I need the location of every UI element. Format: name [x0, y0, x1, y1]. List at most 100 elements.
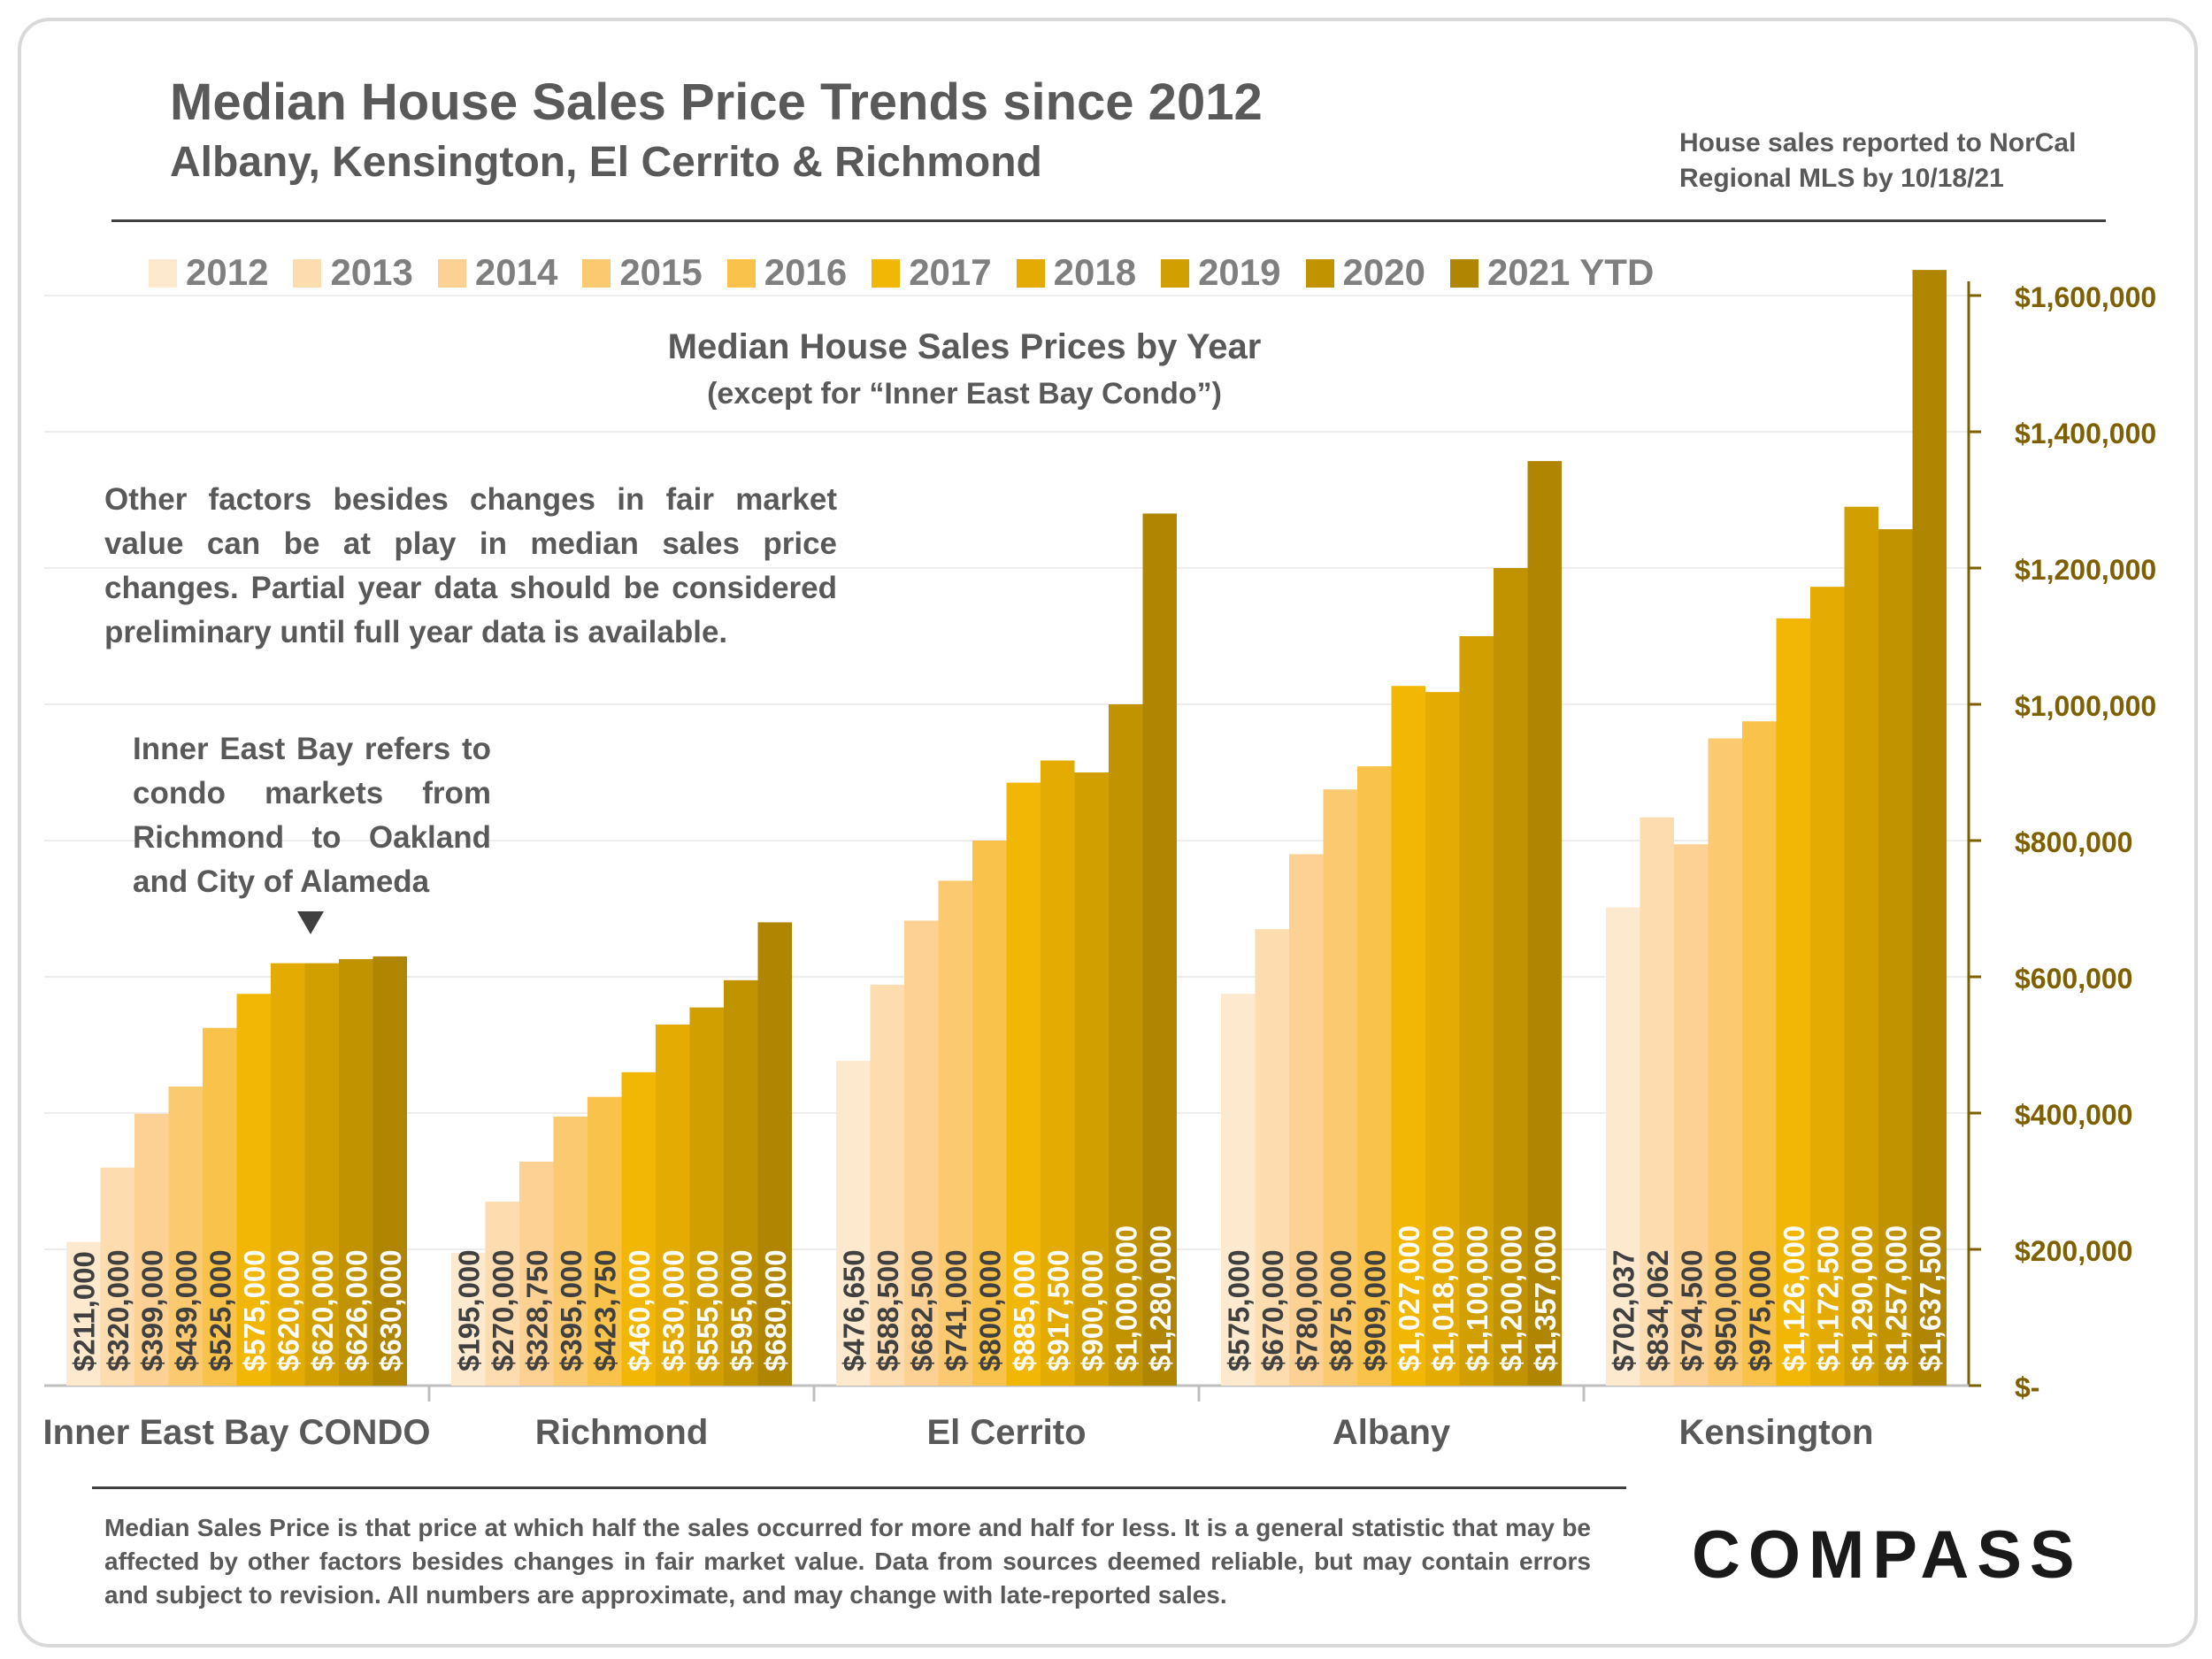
legend-item: 2016: [726, 251, 848, 294]
bar-value-label: $530,000: [657, 1249, 689, 1371]
bar: [1425, 692, 1460, 1386]
legend-swatch: [1305, 259, 1334, 288]
bar-value-label: $900,000: [1076, 1249, 1109, 1371]
bar: [1878, 529, 1913, 1386]
header-divider: [111, 219, 2106, 222]
page-subtitle: Albany, Kensington, El Cerrito & Richmon…: [170, 139, 1042, 186]
bar: [588, 1096, 622, 1386]
category-label: Richmond: [535, 1413, 709, 1452]
legend-label: 2014: [474, 251, 558, 293]
source-note: House sales reported to NorCal Regional …: [1679, 128, 2077, 193]
down-arrow-icon: [297, 911, 324, 934]
bar: [1912, 270, 1947, 1386]
legend-label: 2018: [1053, 251, 1137, 293]
bar: [304, 963, 339, 1386]
bar-value-label: $1,637,500: [1914, 1225, 1947, 1371]
legend-item: 2017: [872, 251, 992, 294]
bar: [373, 956, 407, 1386]
bar: [1776, 618, 1810, 1386]
bar-value-label: $423,750: [588, 1249, 621, 1371]
bar: [1742, 721, 1777, 1386]
page-title: Median House Sales Price Trends since 20…: [170, 73, 1263, 131]
bar: [904, 920, 939, 1386]
footer-note: Median Sales Price is that price at whic…: [104, 1514, 1591, 1609]
bar-value-label: $917,500: [1041, 1249, 1074, 1371]
bar: [100, 1167, 134, 1386]
bar: [236, 994, 271, 1386]
legend-swatch: [437, 259, 466, 288]
bar-value-label: $211,000: [67, 1251, 100, 1371]
legend-label: 2020: [1342, 251, 1425, 293]
bar: [1708, 738, 1742, 1386]
category-label: Inner East Bay CONDO: [43, 1413, 431, 1452]
y-tick-label: $1,000,000: [2015, 690, 2156, 722]
bar-value-label: $1,290,000: [1846, 1225, 1878, 1371]
bar-value-label: $1,280,000: [1144, 1225, 1177, 1371]
y-tick-label: $800,000: [2015, 826, 2132, 858]
legend-swatch: [1449, 259, 1479, 288]
bar-value-label: $595,000: [725, 1249, 757, 1371]
bar-value-label: $525,000: [204, 1249, 236, 1371]
bar: [1074, 772, 1109, 1386]
bar-value-label: $328,750: [520, 1249, 553, 1371]
legend-item: 2012: [149, 251, 268, 294]
bar: [621, 1071, 656, 1386]
bar-value-label: $399,000: [135, 1249, 168, 1371]
condo-annotation: Inner East Bay refers to condo markets f…: [133, 732, 491, 899]
chart-title: Median House Sales Prices by Year: [667, 327, 1262, 366]
bar: [1640, 817, 1674, 1386]
bar-value-label: $800,000: [973, 1249, 1006, 1371]
legend-item: 2014: [437, 251, 558, 294]
legend-item: 2020: [1305, 251, 1425, 294]
bar-value-label: $909,000: [1358, 1249, 1391, 1371]
bar-value-label: $834,062: [1641, 1249, 1674, 1371]
bar: [689, 1007, 724, 1386]
bar-chart: $- $200,000 $400,000 $600,000 $800,000 $1,000…: [43, 270, 2156, 1452]
bar: [485, 1202, 519, 1386]
compass-logo: COMPASS: [1692, 1517, 2083, 1593]
bar-value-label: $439,000: [170, 1249, 203, 1371]
bar-value-label: $1,027,000: [1393, 1225, 1425, 1371]
category-label: Kensington: [1679, 1413, 1874, 1452]
bar-value-label: $320,000: [102, 1249, 134, 1371]
legend-item: 2013: [293, 251, 413, 294]
footer-divider: [92, 1486, 1626, 1489]
legend-swatch: [726, 259, 756, 288]
bar: [553, 1116, 588, 1386]
bar: [66, 1241, 101, 1386]
bar: [1527, 461, 1562, 1386]
legend-label: 2013: [330, 251, 413, 293]
bar-value-label: $575,000: [1222, 1249, 1255, 1371]
bar: [656, 1024, 690, 1386]
legend-swatch: [149, 259, 177, 288]
legend: 2012 2013 2014 2015 2016 2017 2018 2019 2020 2021…: [149, 251, 1678, 294]
y-tick-label: $1,600,000: [2015, 281, 2156, 313]
bar: [1221, 994, 1256, 1386]
legend-label: 2012: [186, 251, 269, 293]
y-tick-label: $600,000: [2015, 963, 2132, 995]
category-label: Albany: [1333, 1413, 1451, 1452]
bar-value-label: $1,257,000: [1879, 1225, 1912, 1371]
legend-label: 2016: [764, 251, 848, 293]
legend-item: 2015: [582, 251, 703, 294]
bar-value-label: $395,000: [555, 1249, 588, 1371]
bar: [168, 1086, 203, 1386]
legend-item: 2019: [1161, 251, 1281, 294]
bar: [203, 1027, 237, 1386]
bar-value-label: $885,000: [1008, 1249, 1041, 1371]
bar-value-label: $1,100,000: [1461, 1225, 1494, 1371]
y-tick-label: $1,200,000: [2015, 554, 2156, 586]
y-tick-label: $400,000: [2015, 1099, 2132, 1131]
legend-swatch: [293, 259, 322, 288]
bar-value-label: $670,000: [1256, 1249, 1289, 1371]
bar-value-label: $620,000: [306, 1249, 339, 1371]
bar: [724, 979, 758, 1386]
bar-value-label: $682,500: [905, 1249, 938, 1371]
bar-value-label: $1,000,000: [1110, 1225, 1142, 1371]
legend-item: 2018: [1016, 251, 1137, 294]
bar: [1142, 513, 1177, 1386]
bar-value-label: $1,200,000: [1494, 1225, 1527, 1371]
bar-value-label: $476,650: [837, 1249, 870, 1371]
bar: [339, 958, 373, 1386]
bar-value-label: $588,500: [872, 1249, 904, 1371]
